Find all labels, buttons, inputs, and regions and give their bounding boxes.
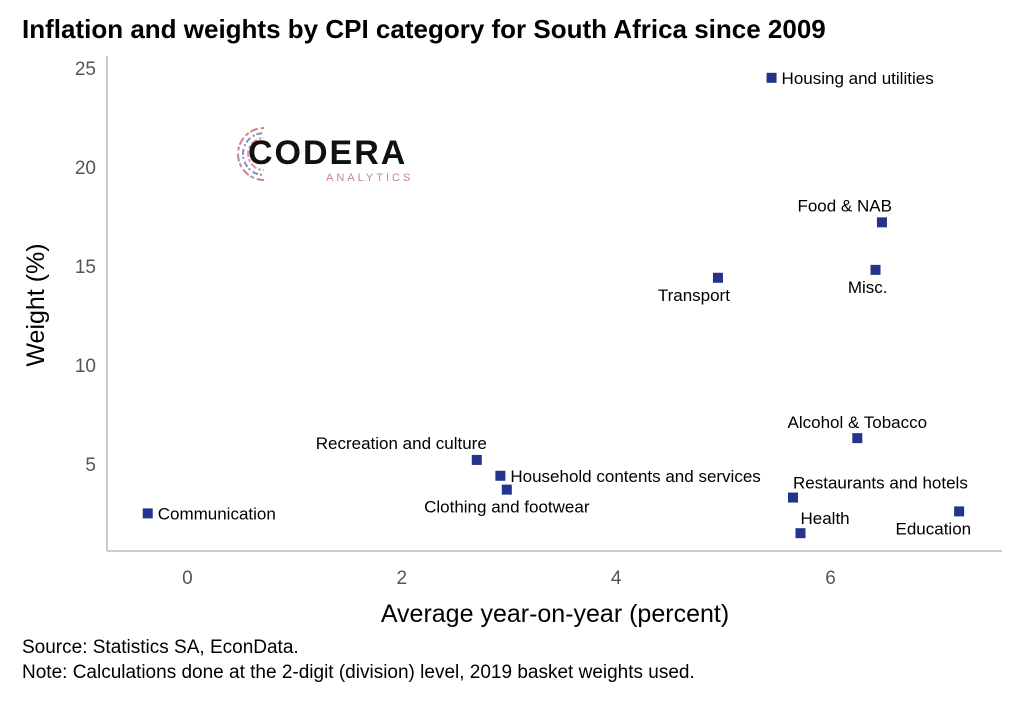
- point-label: Health: [800, 509, 849, 528]
- data-point: [876, 217, 887, 228]
- logo-wordmark: CODERA: [248, 134, 408, 172]
- data-point: [766, 72, 777, 83]
- point-label: Household contents and services: [510, 467, 760, 486]
- axes: 0 2 4 6 5 10 15 20 25: [75, 56, 1002, 589]
- data-point: [495, 470, 506, 481]
- point-label: Misc.: [848, 278, 888, 297]
- y-tick-label: 15: [75, 257, 96, 278]
- x-tick-label: 4: [611, 568, 622, 589]
- data-points: [142, 72, 965, 539]
- source-note: Source: Statistics SA, EconData.: [22, 637, 299, 658]
- point-label: Education: [896, 519, 972, 538]
- x-axis-label: Average year-on-year (percent): [381, 600, 729, 628]
- data-point: [712, 272, 723, 283]
- data-point: [787, 492, 798, 503]
- y-tick-label: 25: [75, 59, 96, 80]
- chart-title: Inflation and weights by CPI category fo…: [22, 14, 826, 44]
- logo-subtitle: ANALYTICS: [326, 172, 414, 184]
- x-tick-label: 2: [396, 568, 407, 589]
- data-point: [954, 506, 965, 517]
- y-tick-label: 5: [85, 455, 96, 476]
- point-label: Transport: [658, 286, 730, 305]
- point-label: Communication: [158, 504, 276, 523]
- y-tick-label: 20: [75, 158, 96, 179]
- logo-mark-icon: [237, 122, 282, 186]
- point-labels: Housing and utilities Food & NAB Misc. Tran…: [158, 69, 971, 539]
- data-point: [471, 454, 482, 465]
- x-tick-label: 6: [825, 568, 836, 589]
- data-point: [142, 508, 153, 519]
- point-label: Recreation and culture: [316, 434, 487, 453]
- data-point: [795, 528, 806, 539]
- point-label: Clothing and footwear: [424, 498, 590, 517]
- point-label: Food & NAB: [797, 196, 892, 215]
- point-label: Restaurants and hotels: [793, 474, 968, 493]
- y-tick-label: 10: [75, 356, 96, 377]
- data-point: [870, 264, 881, 275]
- x-tick-label: 0: [182, 568, 193, 589]
- codera-logo: CODERA ANALYTICS: [234, 122, 434, 186]
- point-label: Housing and utilities: [782, 69, 934, 88]
- point-label: Alcohol & Tobacco: [788, 413, 928, 432]
- data-point: [852, 433, 863, 444]
- calculation-note: Note: Calculations done at the 2-digit (…: [22, 662, 695, 683]
- y-axis-label: Weight (%): [22, 243, 50, 366]
- data-point: [501, 484, 512, 495]
